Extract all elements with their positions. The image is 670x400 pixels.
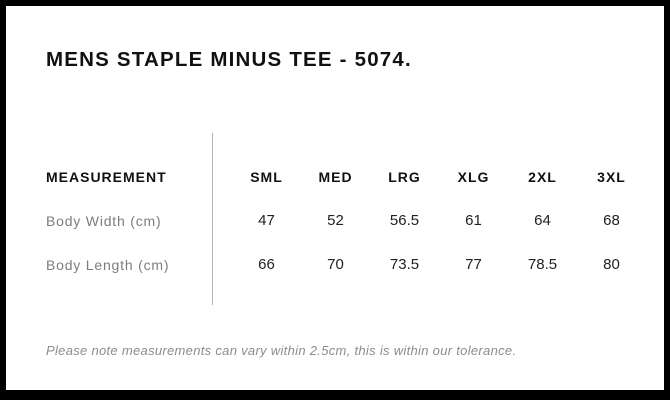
body-width-lrg: 56.5: [389, 212, 420, 229]
body-length-lrg: 73.5: [389, 256, 420, 273]
size-header-med: MED: [318, 169, 353, 185]
body-width-3xl: 68: [603, 212, 620, 229]
body-length-3xl: 80: [603, 256, 620, 273]
size-header-3xl: 3XL: [597, 169, 626, 185]
body-width-xlg: 61: [465, 212, 482, 229]
product-title: MENS STAPLE MINUS TEE - 5074.: [46, 48, 412, 71]
row-label-body-length: Body Length (cm): [46, 257, 170, 273]
size-chart-header-row: MEASUREMENT SML MED LRG XLG 2XL 3XL: [46, 168, 646, 186]
body-length-2xl: 78.5: [527, 256, 558, 273]
table-row-body-width: Body Width (cm) 47 52 56.5 61 64 68: [46, 212, 646, 230]
row-label-body-width: Body Width (cm): [46, 213, 162, 229]
table-row-body-length: Body Length (cm) 66 70 73.5 77 78.5 80: [46, 256, 646, 274]
body-width-med: 52: [327, 212, 344, 229]
body-length-sml: 66: [258, 256, 275, 273]
body-length-xlg: 77: [465, 256, 482, 273]
body-width-sml: 47: [258, 212, 275, 229]
size-header-sml: SML: [250, 169, 283, 185]
body-length-med: 70: [327, 256, 344, 273]
body-width-2xl: 64: [534, 212, 551, 229]
tolerance-note: Please note measurements can vary within…: [46, 343, 517, 358]
size-header-2xl: 2XL: [528, 169, 557, 185]
table-column-divider: [212, 133, 213, 305]
measurement-column-header: MEASUREMENT: [46, 169, 167, 185]
size-header-lrg: LRG: [388, 169, 421, 185]
size-header-xlg: XLG: [457, 169, 490, 185]
